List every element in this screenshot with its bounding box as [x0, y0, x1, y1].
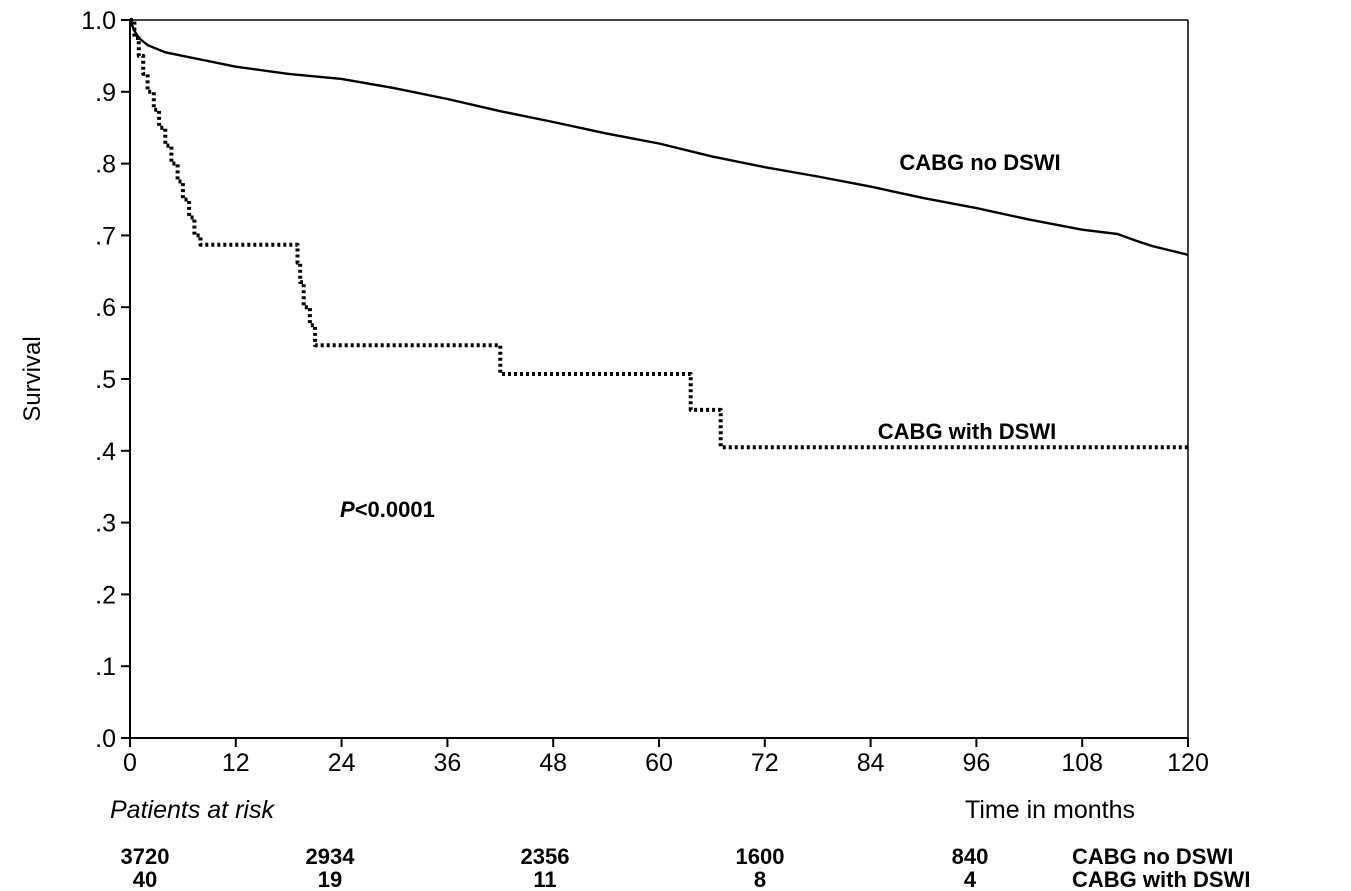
x-tick-label: 36: [433, 749, 461, 777]
x-tick-label: 24: [328, 749, 356, 777]
y-tick-label: .2: [95, 581, 116, 609]
x-tick-label: 0: [123, 749, 137, 777]
risk-count: 11: [533, 867, 556, 891]
risk-count: 2934: [306, 844, 356, 869]
x-tick-label: 12: [222, 749, 250, 777]
risk-count: 2356: [521, 844, 570, 869]
risk-count: 19: [318, 867, 342, 891]
y-tick-label: .5: [95, 366, 116, 394]
series-label-with-dswi: CABG with DSWI: [878, 419, 1056, 444]
x-tick-label: 48: [539, 749, 567, 777]
series-label-no-dswi: CABG no DSWI: [899, 150, 1060, 175]
y-tick-label: .6: [95, 294, 116, 322]
x-tick-label: 72: [751, 749, 779, 777]
risk-count: 1600: [736, 844, 785, 869]
x-tick-label: 84: [857, 749, 885, 777]
risk-row-label: CABG with DSWI: [1072, 867, 1250, 891]
x-tick-label: 60: [645, 749, 673, 777]
risk-count: 40: [133, 867, 157, 891]
x-tick-label: 108: [1061, 749, 1103, 777]
series-line-with-dswi: [130, 18, 1188, 450]
risk-count: 4: [964, 867, 977, 891]
y-tick-label: .8: [95, 151, 116, 179]
x-axis-label: Time in months: [965, 796, 1135, 824]
y-axis-label: Survival: [19, 336, 46, 421]
risk-count: 3720: [121, 844, 170, 869]
y-tick-label: .3: [95, 510, 116, 538]
y-tick-label: .9: [95, 79, 116, 107]
y-tick-label: .7: [95, 222, 116, 250]
p-value-text: <0.0001: [355, 497, 435, 522]
series-line-no-dswi: [128, 19, 1189, 256]
p-value-symbol: P: [340, 497, 355, 522]
p-value-annotation: P<0.0001: [340, 497, 435, 522]
risk-count: 840: [952, 844, 989, 869]
y-tick-label: .1: [95, 653, 116, 681]
x-tick-label: 120: [1167, 749, 1209, 777]
risk-table-title: Patients at risk: [110, 796, 275, 824]
y-tick-label: 1.0: [81, 7, 116, 35]
x-tick-label: 96: [962, 749, 990, 777]
y-tick-label: .0: [95, 725, 116, 753]
risk-count: 8: [754, 867, 766, 891]
risk-row-label: CABG no DSWI: [1072, 844, 1233, 869]
y-tick-label: .4: [95, 438, 116, 466]
